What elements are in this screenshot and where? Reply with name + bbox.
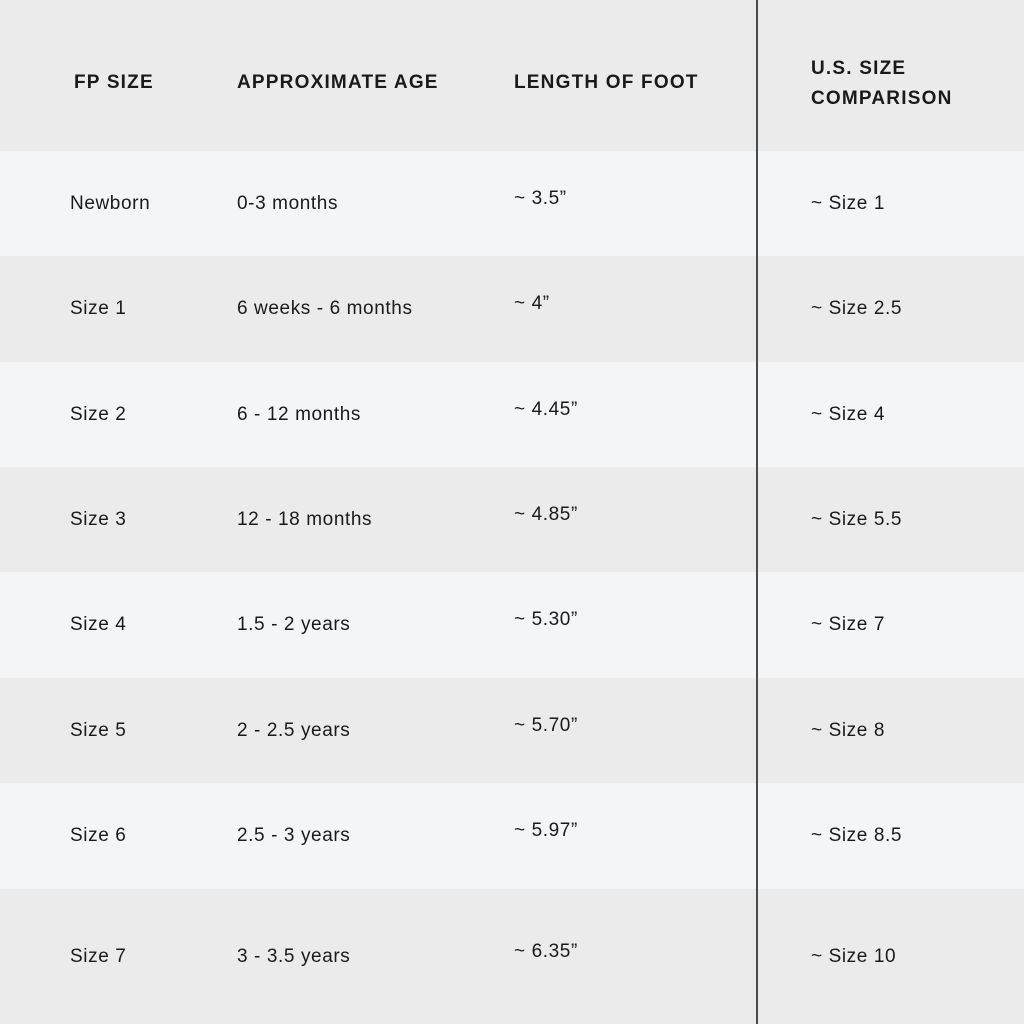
table-row: Newborn 0-3 months ~ 3.5” ~ Size 1 xyxy=(0,151,1024,256)
cell-approximate-age: 3 - 3.5 years xyxy=(237,945,351,967)
cell-us-size: ~ Size 2.5 xyxy=(811,298,903,319)
cell-fp-size: Size 4 xyxy=(70,614,127,635)
table-row: Size 4 1.5 - 2 years ~ 5.30” ~ Size 7 xyxy=(0,572,1024,678)
cell-approximate-age: 2.5 - 3 years xyxy=(237,825,351,846)
table-row: Size 3 12 - 18 months ~ 4.85” ~ Size 5.5 xyxy=(0,467,1024,572)
cell-approximate-age: 12 - 18 months xyxy=(237,508,373,530)
cell-length-of-foot: ~ 4.45” xyxy=(514,398,578,420)
cell-us-size: ~ Size 7 xyxy=(811,614,885,635)
cell-length-of-foot: ~ 5.30” xyxy=(514,609,578,631)
cell-fp-size: Size 5 xyxy=(70,719,127,741)
cell-approximate-age: 6 weeks - 6 months xyxy=(237,298,413,319)
cell-length-of-foot: ~ 5.97” xyxy=(514,820,578,842)
cell-us-size: ~ Size 8 xyxy=(811,719,885,741)
cell-approximate-age: 6 - 12 months xyxy=(237,403,361,425)
column-divider xyxy=(756,0,758,1024)
cell-us-size: ~ Size 1 xyxy=(811,192,885,214)
table-header: FP SIZE APPROXIMATE AGE LENGTH OF FOOT U… xyxy=(0,0,1024,151)
header-us-size: U.S. SIZE COMPARISON xyxy=(811,58,953,109)
cell-length-of-foot: ~ 5.70” xyxy=(514,714,578,736)
table-row: Size 7 3 - 3.5 years ~ 6.35” ~ Size 10 xyxy=(0,889,1024,1024)
cell-approximate-age: 1.5 - 2 years xyxy=(237,614,351,635)
header-length-of-foot: LENGTH OF FOOT xyxy=(514,72,699,93)
cell-fp-size: Size 6 xyxy=(70,825,127,846)
cell-approximate-age: 0-3 months xyxy=(237,192,339,214)
cell-fp-size: Size 7 xyxy=(70,945,127,967)
header-fp-size: FP SIZE xyxy=(74,72,154,93)
cell-us-size: ~ Size 8.5 xyxy=(811,825,903,846)
table-row: Size 2 6 - 12 months ~ 4.45” ~ Size 4 xyxy=(0,362,1024,467)
cell-us-size: ~ Size 10 xyxy=(811,945,897,967)
header-approximate-age: APPROXIMATE AGE xyxy=(237,72,439,93)
cell-us-size: ~ Size 5.5 xyxy=(811,508,903,530)
cell-us-size: ~ Size 4 xyxy=(811,403,885,425)
cell-approximate-age: 2 - 2.5 years xyxy=(237,719,351,741)
cell-fp-size: Size 3 xyxy=(70,508,127,530)
cell-length-of-foot: ~ 3.5” xyxy=(514,187,567,209)
cell-length-of-foot: ~ 6.35” xyxy=(514,940,578,962)
cell-length-of-foot: ~ 4.85” xyxy=(514,503,578,525)
table-row: Size 1 6 weeks - 6 months ~ 4” ~ Size 2.5 xyxy=(0,256,1024,362)
table-row: Size 5 2 - 2.5 years ~ 5.70” ~ Size 8 xyxy=(0,678,1024,783)
cell-fp-size: Newborn xyxy=(70,192,151,214)
cell-fp-size: Size 2 xyxy=(70,403,127,425)
table-row: Size 6 2.5 - 3 years ~ 5.97” ~ Size 8.5 xyxy=(0,783,1024,889)
cell-fp-size: Size 1 xyxy=(70,298,127,319)
cell-length-of-foot: ~ 4” xyxy=(514,293,550,315)
